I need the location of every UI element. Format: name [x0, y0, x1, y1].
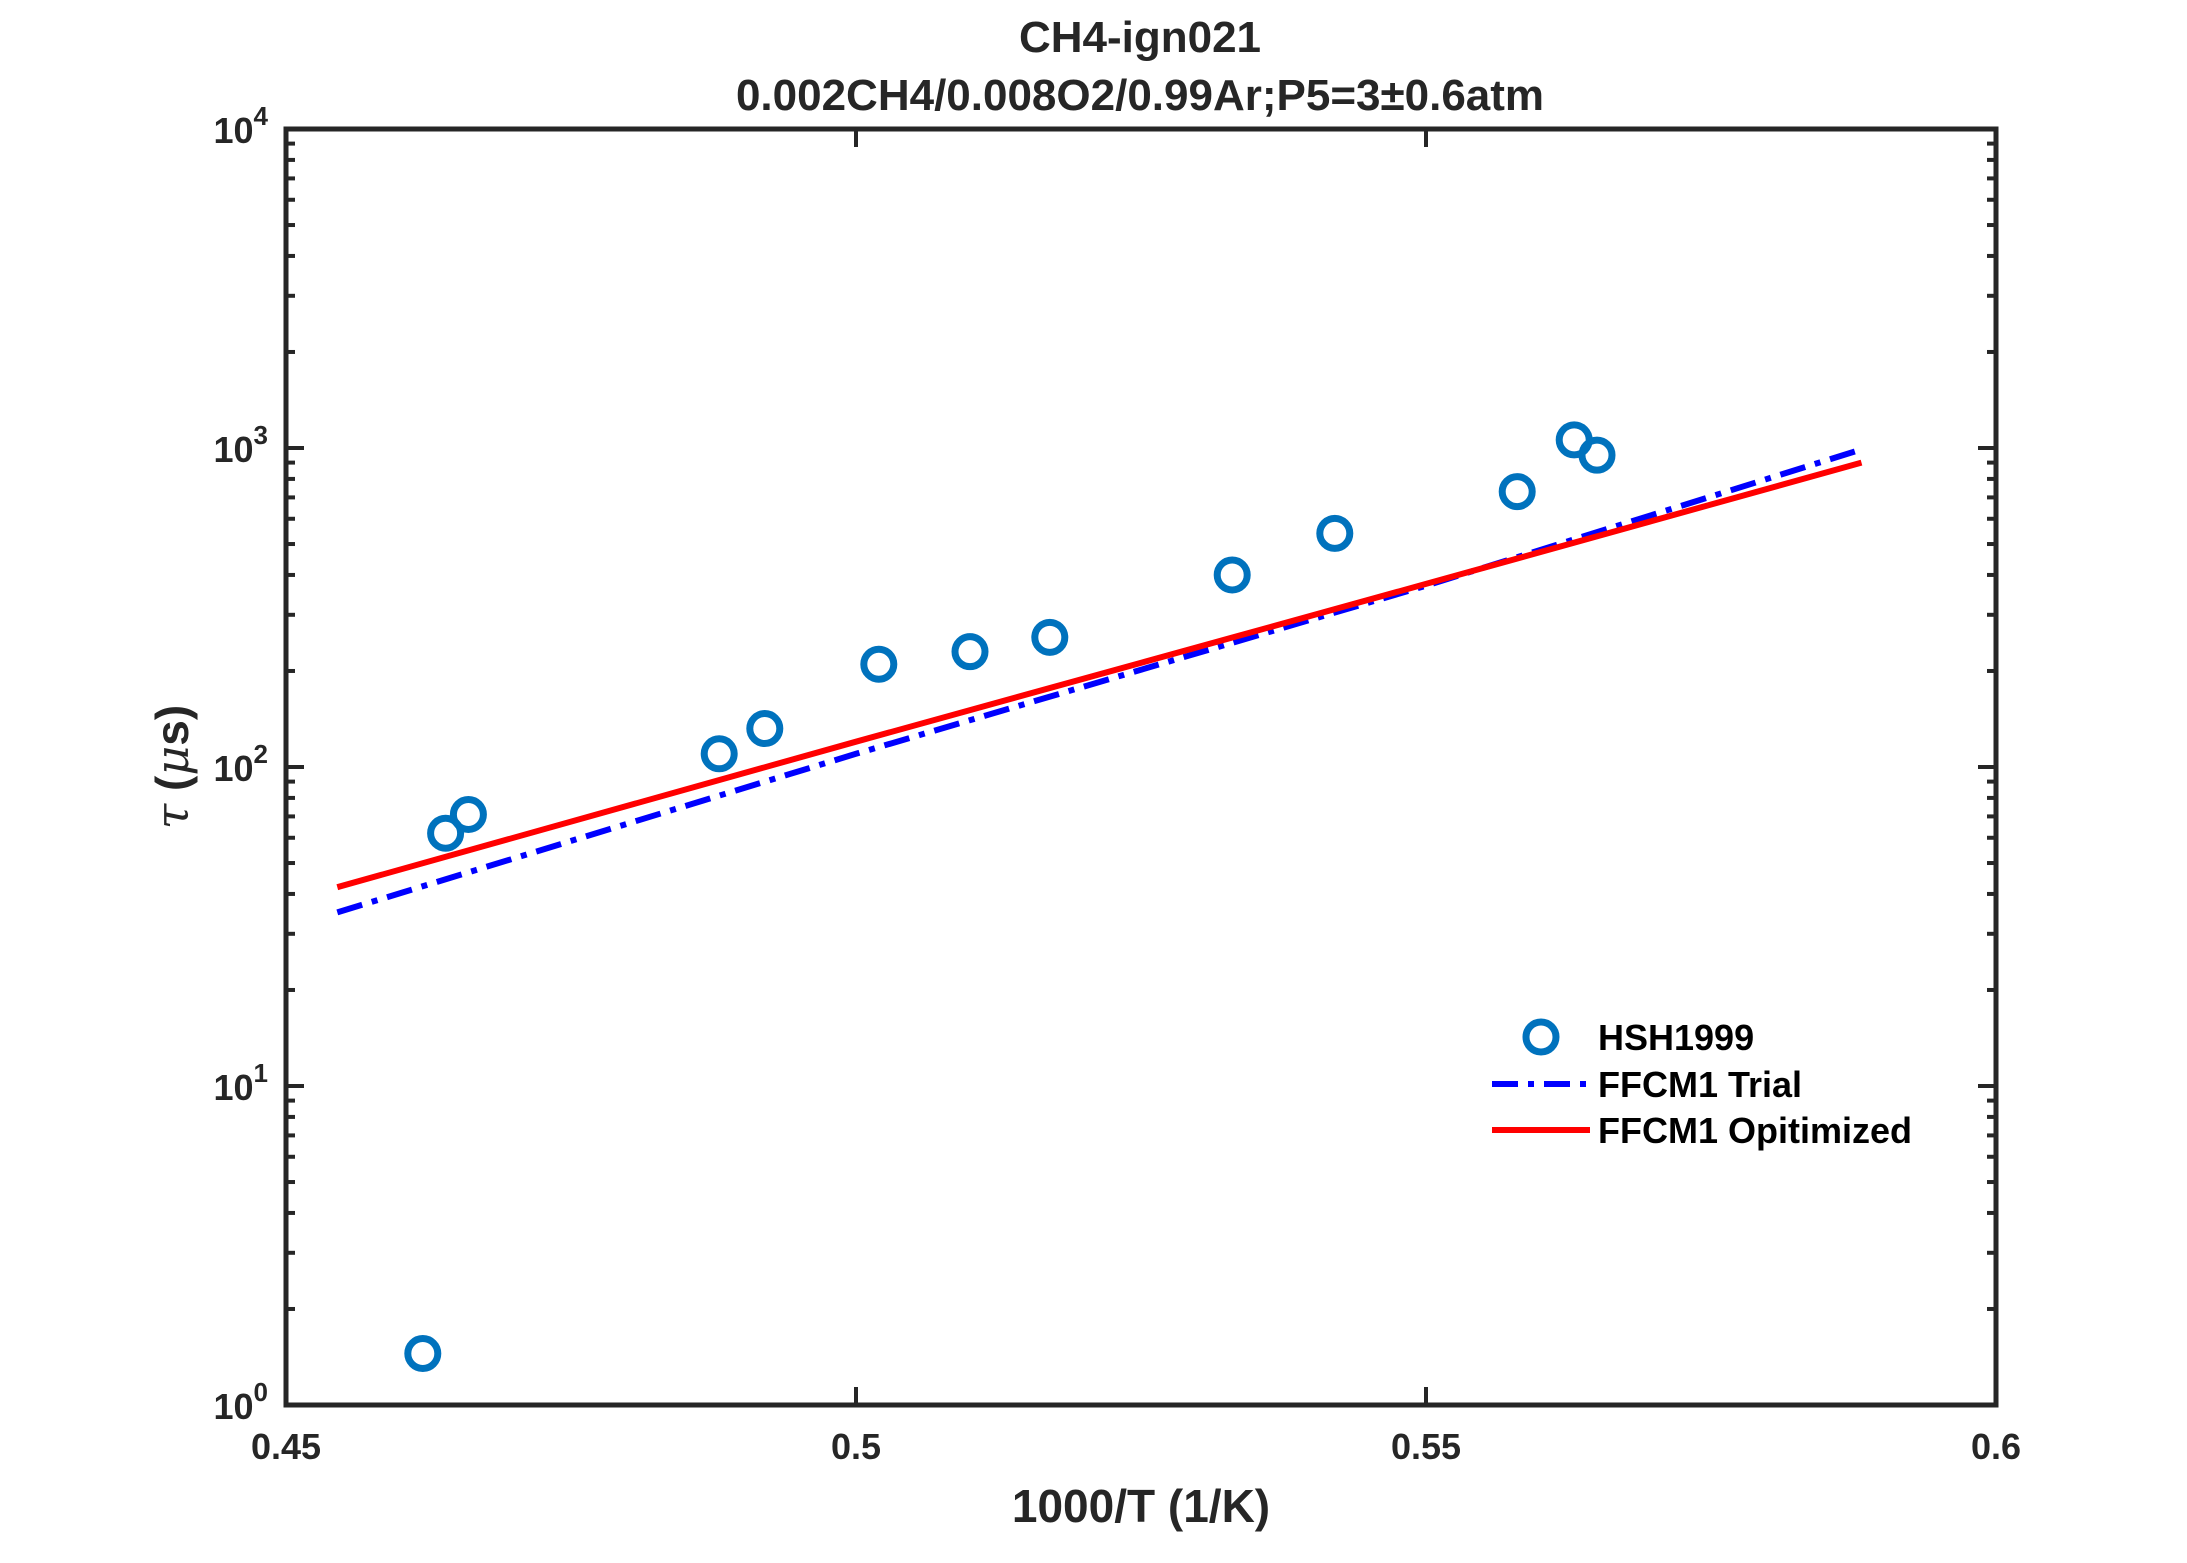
- y-tick-label-base: 10: [213, 429, 253, 470]
- x-tick-label: 0.6: [1971, 1426, 2021, 1467]
- chart-title-line-2: 0.002CH4/0.008O2/0.99Ar;P5=3±0.6atm: [736, 71, 1544, 120]
- y-axis-label-unit: s): [146, 705, 198, 746]
- y-axis-label-open: (: [146, 775, 198, 804]
- y-tick-label-exponent: 0: [254, 1377, 268, 1407]
- y-tick-label-base: 10: [213, 748, 253, 789]
- x-tick-label: 0.5: [831, 1426, 881, 1467]
- x-axis-label: 1000/T (1/K): [1012, 1480, 1270, 1532]
- data-point-hsh1999: [1213, 556, 1251, 594]
- plot-area: [286, 129, 1996, 1405]
- legend: HSH1999 FFCM1 Trial FFCM1 Opitimized: [1480, 1000, 1960, 1175]
- data-point-hsh1999: [860, 645, 898, 683]
- legend-label-hsh1999: HSH1999: [1598, 1017, 1754, 1058]
- y-axis-label-symbol: τ: [145, 802, 199, 829]
- y-tick-label: 103: [213, 420, 268, 470]
- legend-marker-hsh1999: [1522, 1018, 1560, 1056]
- y-tick-label: 102: [213, 739, 268, 789]
- y-tick-label-exponent: 1: [254, 1058, 268, 1088]
- series-line-ffcm1-opitimized: [336, 459, 1863, 891]
- legend-box: [1480, 1000, 1960, 1175]
- data-point-hsh1999: [449, 795, 487, 833]
- legend-label-ffcm1-trial: FFCM1 Trial: [1598, 1064, 1802, 1105]
- y-axis-label: τ (μs): [145, 705, 199, 829]
- data-point-hsh1999: [746, 710, 784, 748]
- chart-title-line-1: CH4-ign021: [1019, 13, 1261, 62]
- y-tick-label: 104: [213, 101, 268, 151]
- y-tick-label-base: 10: [213, 1386, 253, 1427]
- data-point-hsh1999: [427, 814, 465, 852]
- y-tick-label: 101: [213, 1058, 268, 1108]
- data-point-hsh1999: [1498, 473, 1536, 511]
- data-point-hsh1999: [1578, 436, 1616, 474]
- data-point-hsh1999: [700, 735, 738, 773]
- plot-frame: [283, 126, 1999, 1408]
- data-point-hsh1999: [1316, 514, 1354, 552]
- data-point-hsh1999: [951, 633, 989, 671]
- x-tick-label: 0.55: [1391, 1426, 1461, 1467]
- y-tick-label: 100: [213, 1377, 268, 1427]
- y-tick-label-exponent: 4: [254, 101, 269, 131]
- series-line-ffcm1-trial: [336, 446, 1863, 916]
- y-tick-label-exponent: 3: [254, 420, 268, 450]
- x-tick-label: 0.45: [251, 1426, 321, 1467]
- y-tick-label-exponent: 2: [254, 739, 268, 769]
- y-tick-label-base: 10: [213, 110, 253, 151]
- series-layer: [336, 421, 1863, 1373]
- data-point-hsh1999: [404, 1335, 442, 1373]
- data-point-hsh1999: [1031, 618, 1069, 656]
- y-axis-label-mu: μ: [145, 746, 199, 776]
- y-tick-label-base: 10: [213, 1067, 253, 1108]
- legend-label-ffcm1-optimized: FFCM1 Opitimized: [1598, 1110, 1912, 1151]
